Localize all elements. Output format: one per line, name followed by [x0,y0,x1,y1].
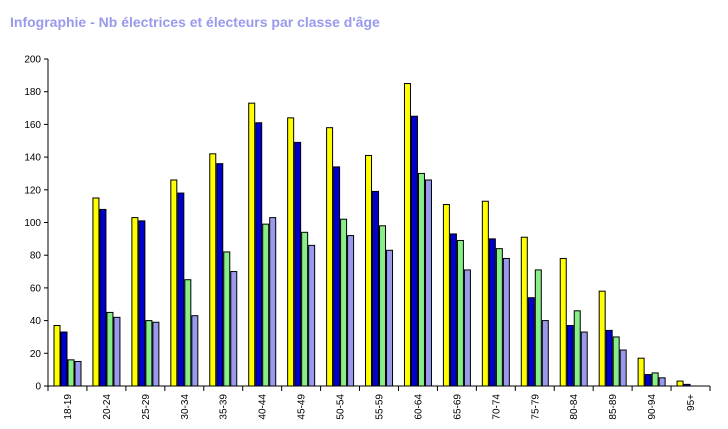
bar-45-49-series-1 [287,117,295,387]
y-tick-label: 60 [30,283,42,294]
bar-50-54-series-4 [347,235,355,387]
bar-85-89-series-2 [605,329,613,387]
bar-75-79-series-2 [527,297,535,387]
bar-20-24-series-4 [113,316,121,387]
bar-90-94-series-4 [658,377,666,387]
bar-80-84-series-1 [559,257,567,387]
x-tick-label: 25-29 [141,394,152,420]
bar-75-79-series-3 [534,269,542,387]
y-tick-label: 40 [30,316,42,327]
y-axis: 0 20 40 60 80 100 120 140 160 180 200 [24,55,49,393]
x-tick-label: 90-94 [647,394,658,420]
bar-55-59-series-2 [372,190,380,387]
bar-35-39-series-3 [223,251,231,387]
bar-75-79-series-4 [541,320,549,387]
x-tick-label: 45-49 [297,394,308,420]
bar-80-84-series-4 [580,331,588,387]
bar-90-94-series-1 [637,357,645,387]
bar-25-29-series-2 [138,220,146,387]
x-tick-label: 30-34 [180,394,191,420]
x-tick-label: 60-64 [413,394,424,420]
bar-35-39-series-4 [230,271,238,387]
bar-65-69-series-4 [463,269,471,387]
x-tick-label: 80-84 [569,394,580,420]
bar-85-89-series-1 [598,290,606,387]
x-tick-label: 70-74 [491,394,502,420]
bar-40-44-series-4 [269,217,277,387]
y-tick-label: 180 [24,87,41,98]
x-tick-label: 75-79 [530,394,541,420]
bar-20-24-series-2 [99,208,107,387]
bar-55-59-series-4 [386,249,394,387]
bar-45-49-series-3 [301,231,309,387]
bar-60-64-series-3 [417,172,425,387]
y-tick-label: 20 [30,349,42,360]
y-tick-label: 100 [24,218,41,229]
x-tick-label: 20-24 [102,394,113,420]
bar-90-94-series-3 [651,372,659,387]
bar-55-59-series-1 [365,154,373,387]
y-tick-label: 120 [24,185,41,196]
bar-18-19-series-1 [53,325,61,387]
y-tick-label: 80 [30,251,42,262]
y-tick-label: 160 [24,120,41,131]
bar-60-64-series-4 [424,179,432,387]
bar-18-19-series-2 [60,331,68,387]
bar-55-59-series-3 [379,225,387,387]
bar-50-54-series-2 [333,166,341,387]
bar-50-54-series-3 [340,218,348,387]
bar-45-49-series-4 [308,244,316,387]
bar-30-34-series-4 [191,315,199,387]
bars [53,83,691,387]
bar-65-69-series-1 [442,204,450,387]
x-tick-label: 35-39 [219,394,230,420]
bar-80-84-series-2 [566,325,574,387]
bar-40-44-series-1 [248,102,256,387]
bar-30-34-series-2 [177,192,185,387]
chart-title: Infographie - Nb électrices et électeurs… [10,14,380,30]
bar-70-74-series-2 [488,238,496,387]
bar-65-69-series-2 [449,233,457,387]
bar-70-74-series-4 [502,257,510,387]
bar-60-64-series-1 [403,83,411,387]
y-tick-label: 0 [35,382,41,393]
bar-18-19-series-3 [67,359,75,387]
x-axis: 18-19 20-24 25-29 30-34 35-39 40-44 45-49 50-54… [47,385,711,420]
bar-25-29-series-3 [145,320,153,387]
bar-30-34-series-3 [184,279,192,387]
bar-40-44-series-2 [255,122,263,387]
x-tick-label: 55-59 [375,394,386,420]
x-tick-label: 50-54 [336,394,347,420]
bar-65-69-series-3 [456,239,464,387]
bar-25-29-series-1 [131,217,139,387]
bar-95+-series-1 [676,380,684,387]
x-tick-label: 85-89 [608,394,619,420]
bar-70-74-series-3 [495,248,503,387]
bar-85-89-series-3 [612,336,620,387]
bar-75-79-series-1 [520,236,528,387]
bar-35-39-series-1 [209,153,217,387]
x-tick-label: 40-44 [258,394,269,420]
bar-70-74-series-1 [481,200,489,387]
bar-50-54-series-1 [326,127,334,387]
x-tick-label: 95+ [686,394,697,411]
x-tick-label: 18-19 [63,394,74,420]
bar-85-89-series-4 [619,349,627,387]
bar-30-34-series-1 [170,179,178,387]
bar-40-44-series-3 [262,223,270,387]
bar-20-24-series-3 [106,311,114,387]
bar-60-64-series-2 [410,115,418,387]
bar-20-24-series-1 [92,197,100,387]
y-tick-label: 140 [24,153,41,164]
y-tick-label: 200 [24,55,41,66]
bar-18-19-series-4 [74,360,82,387]
bar-25-29-series-4 [152,321,160,387]
bar-80-84-series-3 [573,310,581,387]
bar-45-49-series-2 [294,141,302,387]
x-tick-label: 65-69 [452,394,463,420]
bar-90-94-series-2 [644,374,652,387]
bar-35-39-series-2 [216,163,224,387]
